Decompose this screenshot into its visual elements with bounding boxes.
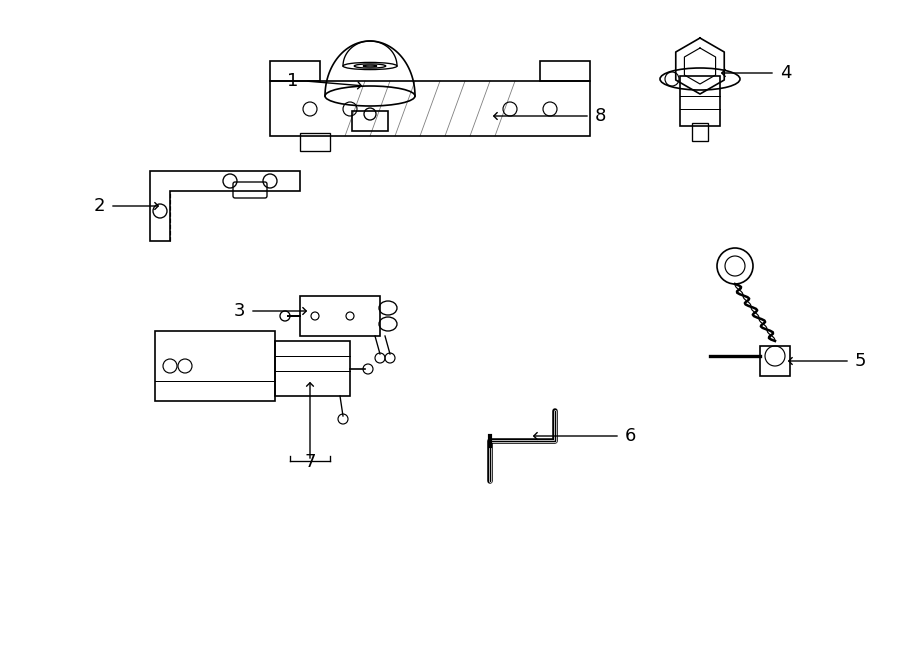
Text: 5: 5	[855, 352, 867, 370]
Text: 7: 7	[304, 453, 316, 471]
Bar	[300, 296, 380, 336]
Bar	[692, 123, 708, 141]
Bar	[680, 76, 720, 126]
Bar	[300, 133, 330, 151]
Bar	[270, 81, 590, 136]
Text: 1: 1	[286, 72, 298, 90]
Text: 3: 3	[233, 302, 245, 320]
Bar	[760, 346, 790, 376]
Bar	[275, 341, 350, 396]
Text: 4: 4	[780, 64, 791, 82]
Text: 6: 6	[625, 427, 636, 445]
Bar	[155, 331, 275, 401]
Text: 8: 8	[595, 107, 607, 125]
Bar	[540, 61, 590, 81]
Text: 2: 2	[94, 197, 105, 215]
Bar	[352, 111, 388, 131]
Bar	[270, 61, 320, 81]
